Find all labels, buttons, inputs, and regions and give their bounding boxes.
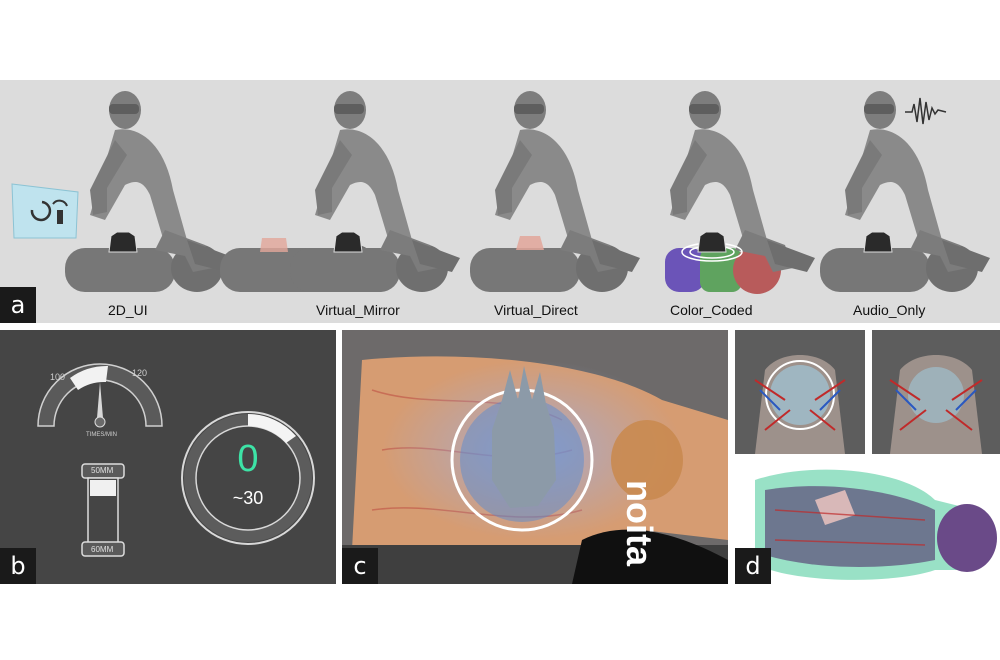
ar-anatomy-photo — [342, 330, 728, 584]
condition-label-color-coded: Color_Coded — [670, 302, 753, 318]
feedback-widgets — [37, 363, 315, 557]
2d-ui-card-icon — [11, 183, 79, 239]
panel-letter-c: c — [342, 548, 378, 584]
gauge-unit: TIMES/MIN — [86, 432, 117, 438]
anatomy-torso-image — [889, 355, 983, 454]
panel-c-ar-view: noita c — [342, 330, 728, 584]
condition-label-audio-only: Audio_Only — [853, 302, 926, 318]
condition-illustrations — [11, 91, 990, 294]
panel-letter-b: b — [0, 548, 36, 584]
gauge-tick-low: 100 — [50, 372, 66, 382]
panel-letter-d: d — [735, 548, 771, 584]
condition-label-2d-ui: 2D_UI — [108, 302, 148, 318]
depth-label-top: 50MM — [91, 466, 114, 475]
gauge-tick-high: 120 — [132, 368, 148, 378]
depth-label-bottom: 60MM — [91, 545, 114, 554]
condition-label-virtual-mirror: Virtual_Mirror — [316, 302, 400, 318]
audio-waveform-icon — [905, 97, 947, 125]
anatomy-body-image — [755, 469, 997, 580]
anatomy-torso-image — [754, 355, 846, 454]
panel-b-feedback-ui: 100 120 TIMES/MIN 50MM 60MM 0 ~30 b — [0, 330, 336, 584]
panel-d-anatomy-2 — [872, 330, 1000, 454]
panel-d-anatomy-3: d — [735, 460, 1000, 584]
panel-letter-a: a — [0, 287, 36, 323]
overlay-text: noita — [619, 480, 660, 566]
panel-a-conditions: 2D_UI Virtual_Mirror Virtual_Direct Colo… — [0, 80, 1000, 323]
condition-label-virtual-direct: Virtual_Direct — [494, 302, 578, 318]
compression-target: ~30 — [232, 488, 264, 508]
panel-d-anatomy-1 — [735, 330, 865, 454]
compression-count: 0 — [237, 438, 259, 480]
